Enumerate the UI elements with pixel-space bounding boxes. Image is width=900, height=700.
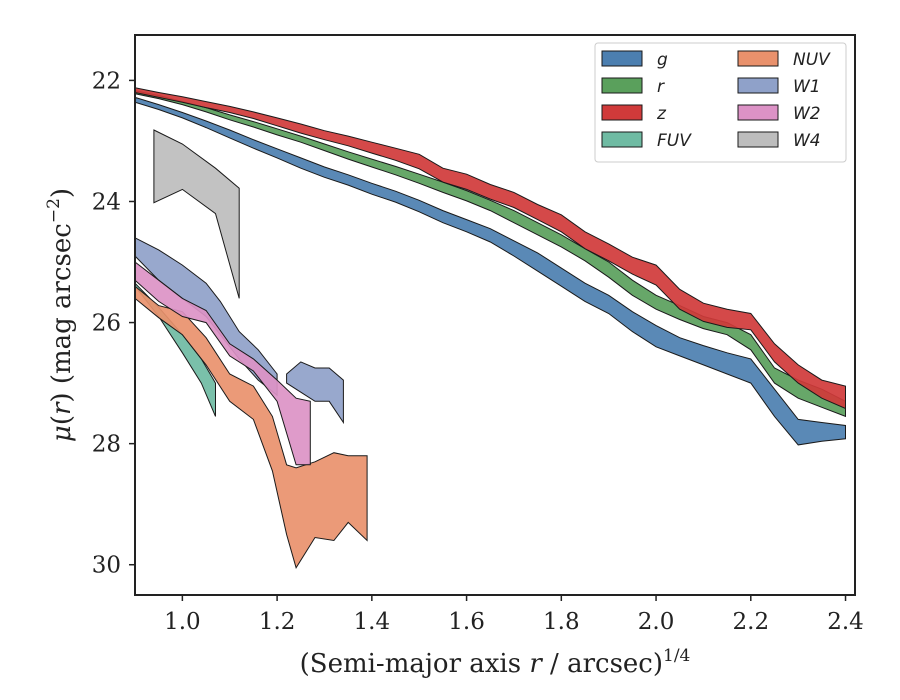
- band-g-0: [135, 96, 846, 446]
- x-tick-label: 2.0: [638, 609, 675, 635]
- y-tick-label: 28: [92, 432, 121, 458]
- y-tick-label: 24: [92, 189, 121, 215]
- legend-label-w1: W1: [793, 77, 821, 97]
- legend-swatch-fuv: [601, 131, 643, 148]
- x-tick-label: 1.6: [448, 609, 485, 635]
- legend-label-fuv: FUV: [657, 131, 692, 151]
- legend-swatch-w2: [737, 104, 779, 121]
- y-axis-label: μ(r) (mag arcsec−2): [44, 188, 77, 442]
- legend-label-z: z: [656, 104, 667, 124]
- band-w4-8: [153, 129, 240, 299]
- plot-frame: [134, 34, 856, 596]
- band-z-2: [135, 87, 846, 410]
- legend-label-r: r: [657, 77, 665, 97]
- y-axis-ticks: 22 24 26 28 30: [92, 68, 135, 579]
- legend-swatch-w1: [737, 77, 779, 94]
- legend: grz FUV NUV W1 W2 W4: [594, 42, 847, 163]
- x-tick-label: 1.8: [543, 609, 580, 635]
- legend-label-g: g: [657, 50, 668, 70]
- legend-label-w2: W2: [793, 104, 821, 124]
- band-w2-7: [135, 261, 311, 466]
- band-r-1: [135, 90, 846, 418]
- legend-swatch-w4: [737, 131, 779, 148]
- y-tick-label: 30: [92, 553, 121, 579]
- y-tick-label: 22: [92, 68, 121, 94]
- legend-swatch-g: [601, 50, 643, 67]
- x-tick-label: 1.0: [164, 609, 201, 635]
- x-tick-label: 2.2: [733, 609, 770, 635]
- legend-label-w4: W4: [793, 131, 821, 151]
- y-tick-label: 26: [92, 311, 121, 337]
- x-axis-label: (Semi-major axis r / arcsec)1/4: [300, 646, 691, 679]
- x-tick-label: 2.4: [827, 609, 864, 635]
- x-tick-label: 1.2: [259, 609, 296, 635]
- band-nuv-4: [135, 285, 368, 570]
- x-tick-label: 1.4: [354, 609, 391, 635]
- legend-swatch-r: [601, 77, 643, 94]
- bands-layer: [135, 87, 846, 570]
- legend-frame: [594, 42, 847, 163]
- x-axis-ticks: 1.0 1.2 1.4 1.6 1.8 2.0 2.2 2.4: [164, 595, 864, 635]
- band-w1-6: [286, 361, 344, 425]
- legend-swatch-nuv: [737, 50, 779, 67]
- legend-items: grz FUV NUV W1 W2 W4: [601, 50, 831, 151]
- legend-swatch-z: [601, 104, 643, 121]
- legend-label-nuv: NUV: [793, 50, 831, 70]
